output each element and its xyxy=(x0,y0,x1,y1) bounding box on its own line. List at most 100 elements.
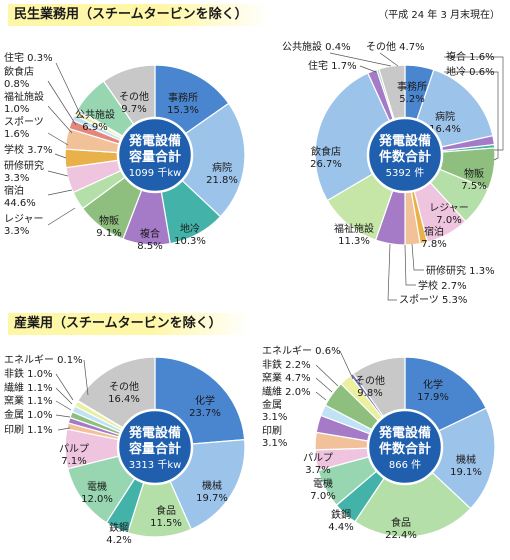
slice-label-industrial-count-2: 食品 22.4% xyxy=(385,516,417,541)
pie-outline-industrial-capacity xyxy=(64,356,246,538)
slice-label-commercial-capacity-1: 病院 21.8% xyxy=(206,161,238,186)
slice-label-industrial-count-4: 電機 7.0% xyxy=(310,477,335,502)
leader-line-commercial-count-2 xyxy=(444,56,504,151)
slice-label-industrial-capacity-7: 金属 1.0% xyxy=(4,408,53,421)
slice-label-commercial-capacity-2: 地冷 10.3% xyxy=(174,222,206,247)
slice-label-industrial-count-10: 非鉄 2.2% xyxy=(262,358,311,371)
slice-label-industrial-capacity-10: 非鉄 1.0% xyxy=(4,367,53,380)
slice-label-commercial-count-13: 公共施設 0.4% xyxy=(282,40,351,53)
slice-label-commercial-count-14: その他 4.7% xyxy=(366,40,425,53)
leader-line-commercial-capacity-5 xyxy=(47,207,76,226)
slice-label-commercial-count-8: 学校 2.7% xyxy=(418,279,467,292)
slice-label-industrial-count-0: 化学 17.9% xyxy=(417,378,449,403)
slice-label-industrial-count-5: パルプ 3.7% xyxy=(303,452,333,476)
leader-line-commercial-capacity-8 xyxy=(54,153,67,159)
slice-label-industrial-capacity-11: エネルギー 0.1% xyxy=(4,354,83,366)
slice-label-commercial-count-6: 宿泊 7.8% xyxy=(421,225,446,250)
slice-label-commercial-count-4: 物販 7.5% xyxy=(461,167,486,192)
leader-line-industrial-count-8 xyxy=(315,391,327,401)
slice-label-industrial-capacity-5: パルプ 7.1% xyxy=(59,443,89,467)
slice-label-commercial-capacity-3: 複合 8.5% xyxy=(137,227,162,252)
leader-line-commercial-capacity-6 xyxy=(47,189,73,196)
slice-label-commercial-count-1: 病院 16.4% xyxy=(429,110,461,135)
slice-label-commercial-count-7: 研修研究 1.3% xyxy=(426,264,495,277)
center-disc-industrial-capacity xyxy=(116,408,194,486)
leader-line-industrial-capacity-7 xyxy=(55,414,71,418)
slice-label-industrial-capacity-6: 印刷 1.1% xyxy=(4,424,53,436)
leader-line-commercial-capacity-10 xyxy=(47,105,73,134)
slice-label-commercial-capacity-11: 飲食店 0.8% xyxy=(4,65,34,90)
section-title-commercial: 民生業務用（スチームタービンを除く） xyxy=(8,4,270,26)
center-disc-commercial-capacity xyxy=(116,116,194,194)
leader-line-commercial-count-3 xyxy=(444,71,499,161)
slice-label-industrial-capacity-9: 繊維 1.1% xyxy=(4,381,53,394)
slice-label-industrial-count-8: 繊維 2.0% xyxy=(262,385,311,398)
slice-label-commercial-count-5: レジャー 7.0% xyxy=(429,203,469,226)
slice-label-industrial-capacity-0: 化学 23.7% xyxy=(189,394,221,419)
slice-label-commercial-capacity-13: 公共施設 6.9% xyxy=(75,108,115,133)
leader-line-commercial-count-9 xyxy=(387,243,397,301)
slice-label-commercial-count-12: 住宅 1.7% xyxy=(308,59,357,72)
center-disc-industrial-count xyxy=(366,408,444,486)
slice-label-industrial-capacity-8: 窯業 1.1% xyxy=(4,394,53,407)
leader-line-commercial-count-13 xyxy=(329,52,392,67)
leader-line-industrial-count-11 xyxy=(339,350,354,380)
slice-label-commercial-count-0: 事務所 5.2% xyxy=(397,80,427,105)
slice-label-industrial-count-1: 機械 19.1% xyxy=(450,453,482,478)
slice-label-industrial-capacity-2: 食品 11.5% xyxy=(150,504,182,529)
leader-line-industrial-capacity-8 xyxy=(55,400,72,411)
leader-line-commercial-count-8 xyxy=(404,244,416,286)
slice-label-commercial-count-3: 地冷 0.6% xyxy=(446,65,495,78)
slice-label-industrial-capacity-12: その他 16.4% xyxy=(108,380,140,405)
slice-label-commercial-count-10: 福祉施設 11.3% xyxy=(334,222,374,247)
center-label-industrial-capacity-2: 3313 千kw xyxy=(129,459,182,471)
slice-label-commercial-capacity-10: 福祉施設 1.0% xyxy=(4,90,44,115)
leader-line-commercial-capacity-11 xyxy=(47,80,77,126)
leader-line-commercial-capacity-12 xyxy=(55,62,83,119)
slice-label-commercial-capacity-5: レジャー 3.3% xyxy=(4,214,44,237)
pie-outline-industrial-count xyxy=(314,356,496,538)
center-label-commercial-capacity-1: 容量合計 xyxy=(128,149,181,165)
leader-line-industrial-capacity-6 xyxy=(57,427,71,431)
slice-label-industrial-count-9: 窯業 4.7% xyxy=(262,371,311,384)
section-title-industrial: 産業用（スチームタービンを除く） xyxy=(8,313,250,335)
pie-outline-commercial-capacity xyxy=(64,64,246,246)
leader-line-commercial-capacity-7 xyxy=(47,170,69,177)
leader-line-commercial-capacity-9 xyxy=(47,132,69,146)
slice-label-industrial-count-3: 鉄鋼 4.4% xyxy=(328,508,353,533)
leader-line-industrial-capacity-11 xyxy=(83,359,89,396)
center-label-industrial-capacity-1: 容量合計 xyxy=(128,441,181,457)
leader-line-industrial-capacity-9 xyxy=(55,387,73,405)
center-label-industrial-capacity-0: 発電設備 xyxy=(128,425,181,441)
slice-label-commercial-count-2: 複合 1.6% xyxy=(446,50,495,63)
center-disc-commercial-count xyxy=(366,116,444,194)
center-label-industrial-count-0: 発電設備 xyxy=(378,425,431,441)
center-label-commercial-capacity-2: 1099 千kw xyxy=(129,167,182,179)
slice-label-commercial-capacity-8: 学校 3.7% xyxy=(4,143,53,156)
center-label-industrial-count-1: 件数合計 xyxy=(379,441,431,457)
leader-line-industrial-count-9 xyxy=(315,377,333,393)
slice-label-commercial-capacity-6: 宿泊 44.6% xyxy=(4,184,36,209)
leader-line-industrial-count-10 xyxy=(315,364,339,387)
slice-label-industrial-count-12: その他 9.8% xyxy=(355,374,385,399)
slice-label-commercial-count-11: 飲食店 26.7% xyxy=(310,145,342,170)
center-label-industrial-count-2: 866 件 xyxy=(389,459,421,471)
leader-line-industrial-capacity-10 xyxy=(55,373,74,401)
slice-label-industrial-capacity-3: 鉄鋼 4.2% xyxy=(106,521,131,546)
slice-label-industrial-capacity-4: 電機 12.0% xyxy=(81,480,113,505)
slice-label-commercial-capacity-7: 研修研究 3.3% xyxy=(4,159,44,184)
center-label-commercial-count-2: 5392 件 xyxy=(386,167,425,179)
slice-label-industrial-count-11: エネルギー 0.6% xyxy=(262,345,341,357)
leader-line-commercial-count-7 xyxy=(411,243,424,271)
leader-line-commercial-count-12 xyxy=(359,65,377,73)
center-label-commercial-capacity-0: 発電設備 xyxy=(128,133,181,149)
slice-label-commercial-capacity-0: 事務所 15.3% xyxy=(167,91,199,116)
leader-line-commercial-count-14 xyxy=(379,52,399,67)
slice-label-commercial-capacity-4: 物販 9.1% xyxy=(96,214,121,239)
center-label-commercial-count-1: 件数合計 xyxy=(379,149,431,165)
slice-label-industrial-capacity-1: 機械 19.7% xyxy=(196,479,228,504)
slice-label-commercial-count-9: スポーツ 5.3% xyxy=(399,294,467,306)
as-of-date-note: （平成 24 年 3 月末現在） xyxy=(378,10,500,21)
slice-label-commercial-capacity-12: 住宅 0.3% xyxy=(4,51,53,64)
